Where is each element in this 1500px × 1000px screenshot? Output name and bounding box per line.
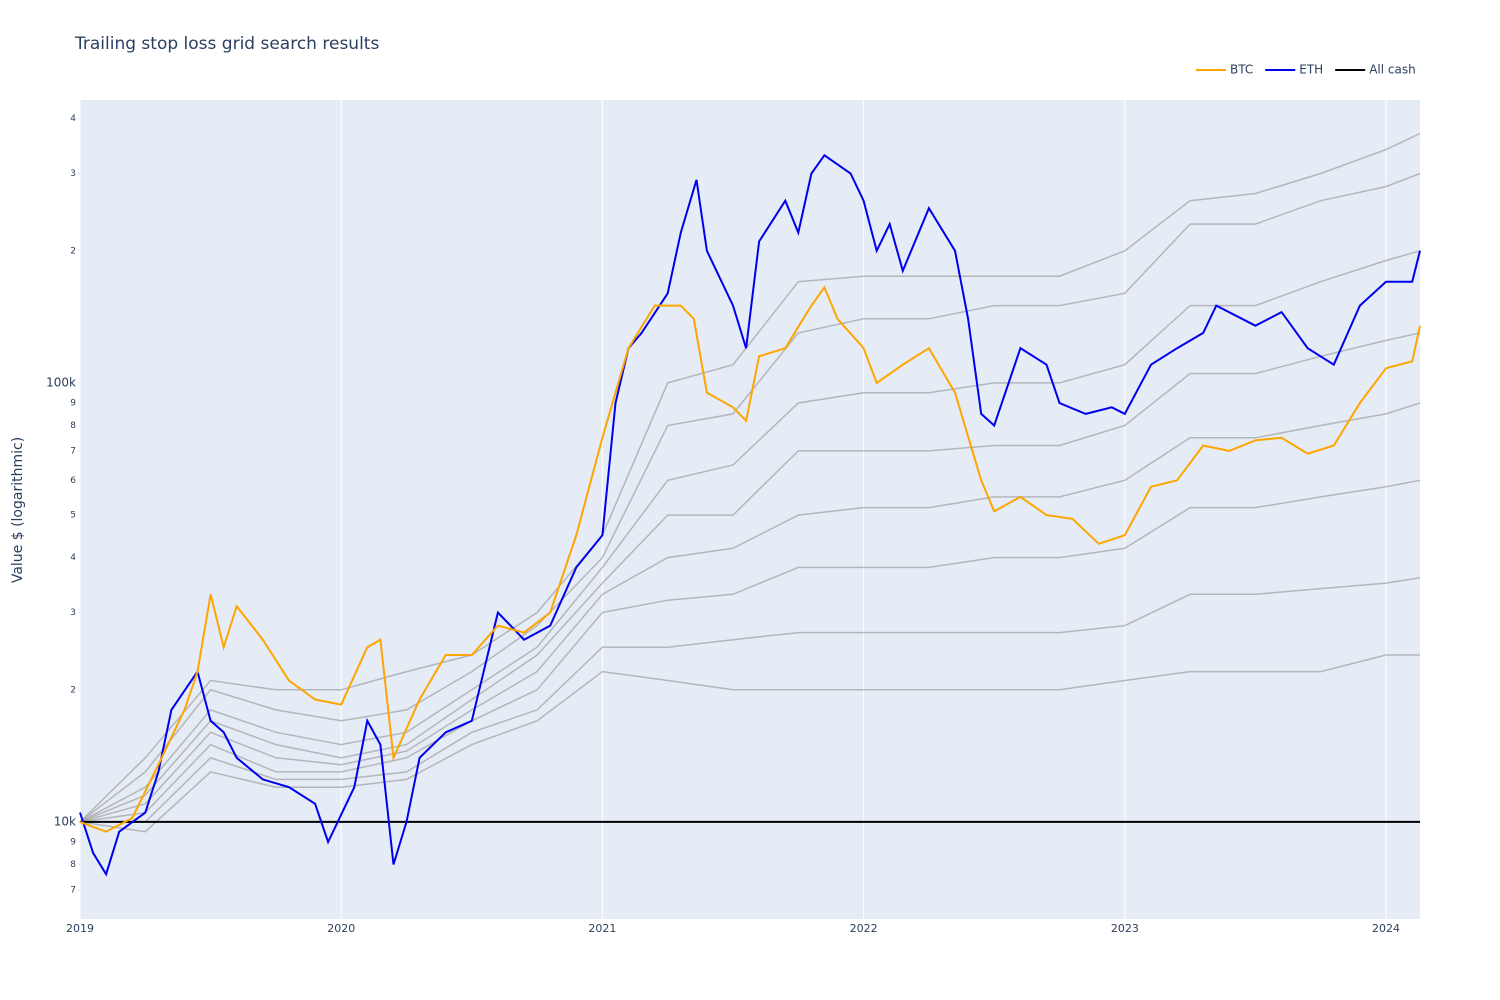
x-tick-label: 2024 [1372, 922, 1400, 935]
plot-area [80, 100, 1420, 919]
series-line [79, 153, 1421, 877]
y-tick-label: 3 [70, 608, 76, 618]
y-tick-label: 4 [70, 114, 76, 124]
x-tick-label: 2019 [66, 922, 94, 935]
y-tick-label: 7 [70, 885, 76, 895]
y-tick-label: 100k [46, 375, 76, 389]
y-tick-label: 9 [70, 838, 76, 848]
y-tick-label: 2 [70, 685, 76, 695]
grid-search-line [79, 479, 1421, 823]
grid-search-line [79, 332, 1421, 823]
grid-search-line [80, 576, 1421, 823]
legend-label: BTC [1230, 63, 1253, 77]
x-tick-label: 2022 [850, 922, 878, 935]
y-tick-label: 4 [70, 553, 76, 563]
y-tick-label: 9 [70, 399, 76, 409]
legend-label: ETH [1299, 63, 1323, 77]
grid-search-line [79, 250, 1421, 823]
grid-search-line [79, 132, 1421, 823]
y-tick-label: 7 [70, 446, 76, 456]
grid-search-line [79, 172, 1421, 823]
y-tick-label: 6 [70, 476, 76, 486]
chart-title: Trailing stop loss grid search results [74, 34, 379, 54]
x-tick-label: 2020 [327, 922, 355, 935]
y-tick-label: 10k [54, 814, 76, 828]
y-tick-label: 5 [70, 511, 76, 521]
y-tick-label: 8 [70, 860, 76, 870]
y-axis-label: Value $ (logarithmic) [10, 437, 26, 583]
series-line [79, 285, 1421, 833]
grid-search-line [79, 654, 1420, 833]
legend-label: All cash [1369, 63, 1416, 77]
y-tick-label: 8 [70, 421, 76, 431]
grid-search-line [79, 402, 1421, 823]
x-tick-label: 2023 [1111, 922, 1139, 935]
y-tick-label: 3 [70, 169, 76, 179]
x-tick-label: 2021 [588, 922, 616, 935]
y-tick-label: 2 [70, 246, 76, 256]
